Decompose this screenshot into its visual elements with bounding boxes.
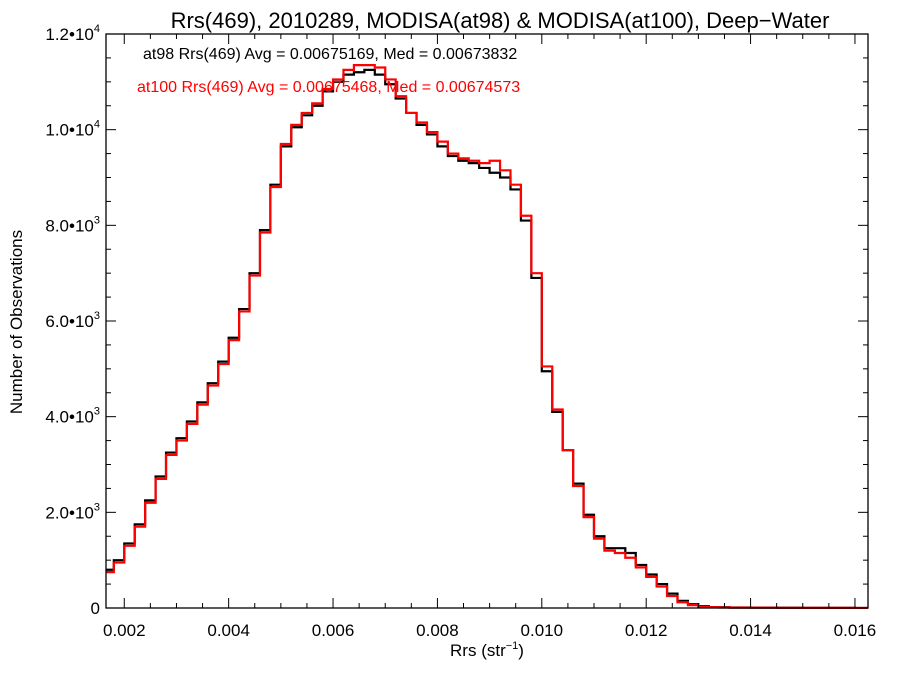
y-tick-label: 1.0•104 bbox=[45, 119, 100, 140]
y-tick-label: 8.0•103 bbox=[45, 214, 100, 235]
x-tick-label: 0.008 bbox=[416, 621, 459, 640]
y-tick-label-mantissa: 1.2•10 bbox=[45, 25, 94, 44]
y-tick-label-exponent: 4 bbox=[94, 119, 100, 131]
series-layer bbox=[106, 63, 868, 610]
x-tick-label: 0.010 bbox=[521, 621, 564, 640]
y-tick-label-mantissa: 0 bbox=[91, 599, 100, 618]
series-line-at100 bbox=[106, 63, 868, 610]
x-axis-title-base: Rrs (str bbox=[450, 641, 506, 660]
y-tick-label-exponent: 4 bbox=[94, 23, 100, 35]
chart-title: Rrs(469), 2010289, MODISA(at98) & MODISA… bbox=[171, 8, 830, 33]
y-tick-label: 0 bbox=[91, 599, 100, 618]
x-axis: 0.002 0.004 0.006 0.008 0.010 0.012 0.014 0.016 bbox=[103, 34, 876, 640]
legend-at98: at98 Rrs(469) Avg = 0.00675169, Med = 0.… bbox=[143, 46, 517, 63]
x-tick-label: 0.016 bbox=[834, 621, 877, 640]
x-tick-label: 0.006 bbox=[312, 621, 355, 640]
legend-at100: at100 Rrs(469) Avg = 0.00675468, Med = 0… bbox=[137, 79, 520, 96]
y-tick-label-mantissa: 2.0•10 bbox=[45, 503, 94, 522]
x-tick-label: 0.012 bbox=[625, 621, 668, 640]
x-axis-title-close: ) bbox=[518, 641, 524, 660]
y-tick-label-exponent: 3 bbox=[94, 406, 100, 418]
y-tick-label: 4.0•103 bbox=[45, 406, 100, 427]
y-tick-label: 1.2•104 bbox=[45, 23, 100, 44]
y-tick-label: 2.0•103 bbox=[45, 501, 100, 522]
y-tick-label-mantissa: 1.0•10 bbox=[45, 121, 94, 140]
x-axis-title-exponent: −1 bbox=[506, 640, 519, 652]
y-tick-label-mantissa: 4.0•10 bbox=[45, 408, 94, 427]
y-axis-title: Number of Observations bbox=[7, 230, 26, 414]
y-tick-label-mantissa: 6.0•10 bbox=[45, 312, 94, 331]
y-tick-label-exponent: 3 bbox=[94, 501, 100, 513]
x-tick-label: 0.004 bbox=[207, 621, 250, 640]
y-tick-label-exponent: 3 bbox=[94, 310, 100, 322]
x-axis-title: Rrs (str−1) bbox=[450, 640, 524, 660]
y-tick-label: 6.0•103 bbox=[45, 310, 100, 331]
x-tick-label: 0.014 bbox=[729, 621, 772, 640]
y-tick-label-exponent: 3 bbox=[94, 214, 100, 226]
x-tick-label: 0.002 bbox=[103, 621, 146, 640]
y-tick-label-mantissa: 8.0•10 bbox=[45, 216, 94, 235]
y-axis: 02.0•1034.0•1036.0•1038.0•1031.0•1041.2•… bbox=[45, 23, 868, 618]
